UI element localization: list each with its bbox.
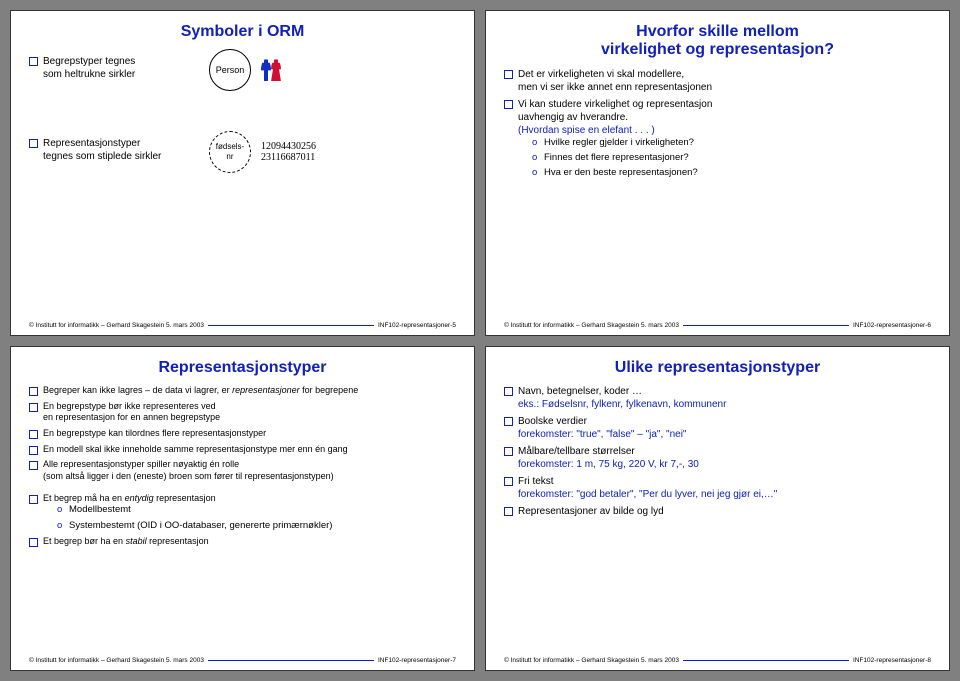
slide-title: Ulike representasjonstyper [504,359,931,377]
footer-copyright: © Institutt for informatikk – Gerhard Sk… [504,657,679,664]
slide-4: Ulike representasjonstyper Navn, betegne… [485,346,950,672]
person-circle: Person [209,49,251,91]
bullet: Representasjonstyper tegnes som stiplede… [29,137,199,163]
example-line: eks.: Fødselsnr, fylkenr, fylkenavn, kom… [518,399,726,410]
footer-copyright: © Institutt for informatikk – Gerhard Sk… [504,322,679,329]
slide-footer: © Institutt for informatikk – Gerhard Sk… [29,657,456,664]
male-icon [261,59,271,81]
sub-bullet: Hvilke regler gjelder i virkeligheten? [518,137,931,149]
bullet: Et begrep må ha en entydig representasjo… [29,493,456,532]
bullet: Alle representasjonstyper spiller nøyakt… [29,459,456,482]
sub-bullet: Modellbestemt [43,504,456,516]
bullet: Begreper kan ikke lagres – de data vi la… [29,385,456,397]
sub-bullet: Finnes det flere representasjoner? [518,152,931,164]
bullet: Navn, betegnelser, koder … eks.: Fødsels… [504,385,931,411]
bullet: Representasjoner av bilde og lyd [504,505,931,518]
slide-2: Hvorfor skille mellom virkelighet og rep… [485,10,950,336]
number-examples: 12094430256 23116687011 [261,141,316,163]
slide-footer: © Institutt for informatikk – Gerhard Sk… [29,322,456,329]
footer-page: INF102-representasjoner-5 [378,322,456,329]
slide-title: Hvorfor skille mellom virkelighet og rep… [504,23,931,60]
bullet: Det er virkeligheten vi skal modellere, … [504,68,931,94]
sub-bullet: Hva er den beste representasjonen? [518,167,931,179]
bullet: En modell skal ikke inneholde samme repr… [29,444,456,456]
footer-copyright: © Institutt for informatikk – Gerhard Sk… [29,657,204,664]
bullet: Et begrep bør ha en stabil representasjo… [29,536,456,548]
female-icon [271,59,281,81]
footer-page: INF102-representasjoner-6 [853,322,931,329]
bullet: En begrepstype bør ikke representeres ve… [29,401,456,424]
bullet: Vi kan studere virkelighet og representa… [504,98,931,180]
example-line: forekomster: "god betaler", "Per du lyve… [518,489,777,500]
slide-title: Representasjonstyper [29,359,456,377]
example-line: forekomster: "true", "false" – "ja", "ne… [518,429,686,440]
slide-body: Begreper kan ikke lagres – de data vi la… [29,385,456,653]
sub-bullet: Systembestemt (OID i OO-databaser, gener… [43,520,456,532]
slide-footer: © Institutt for informatikk – Gerhard Sk… [504,657,931,664]
slide-body: Det er virkeligheten vi skal modellere, … [504,68,931,318]
slide-3: Representasjonstyper Begreper kan ikke l… [10,346,475,672]
footer-page: INF102-representasjoner-7 [378,657,456,664]
example-line: forekomster: 1 m, 75 kg, 220 V, kr 7,-, … [518,459,699,470]
person-icons [261,59,281,81]
footer-page: INF102-representasjoner-8 [853,657,931,664]
slide-body: Navn, betegnelser, koder … eks.: Fødsels… [504,385,931,653]
footer-copyright: © Institutt for informatikk – Gerhard Sk… [29,322,204,329]
bullet: Boolske verdier forekomster: "true", "fa… [504,415,931,441]
bullet: En begrepstype kan tilordnes flere repre… [29,428,456,440]
bullet: Fri tekst forekomster: "god betaler", "P… [504,475,931,501]
slide-footer: © Institutt for informatikk – Gerhard Sk… [504,322,931,329]
bullet: Målbare/tellbare størrelser forekomster:… [504,445,931,471]
fodselsnr-circle: fødsels- nr [209,131,251,173]
slide-body: Begrepstyper tegnes som heltrukne sirkle… [29,49,456,317]
elephant-aside: (Hvordan spise en elefant . . . ) [518,125,655,136]
bullet: Begrepstyper tegnes som heltrukne sirkle… [29,55,199,81]
slide-title: Symboler i ORM [29,23,456,41]
slide-1: Symboler i ORM Begrepstyper tegnes som h… [10,10,475,336]
